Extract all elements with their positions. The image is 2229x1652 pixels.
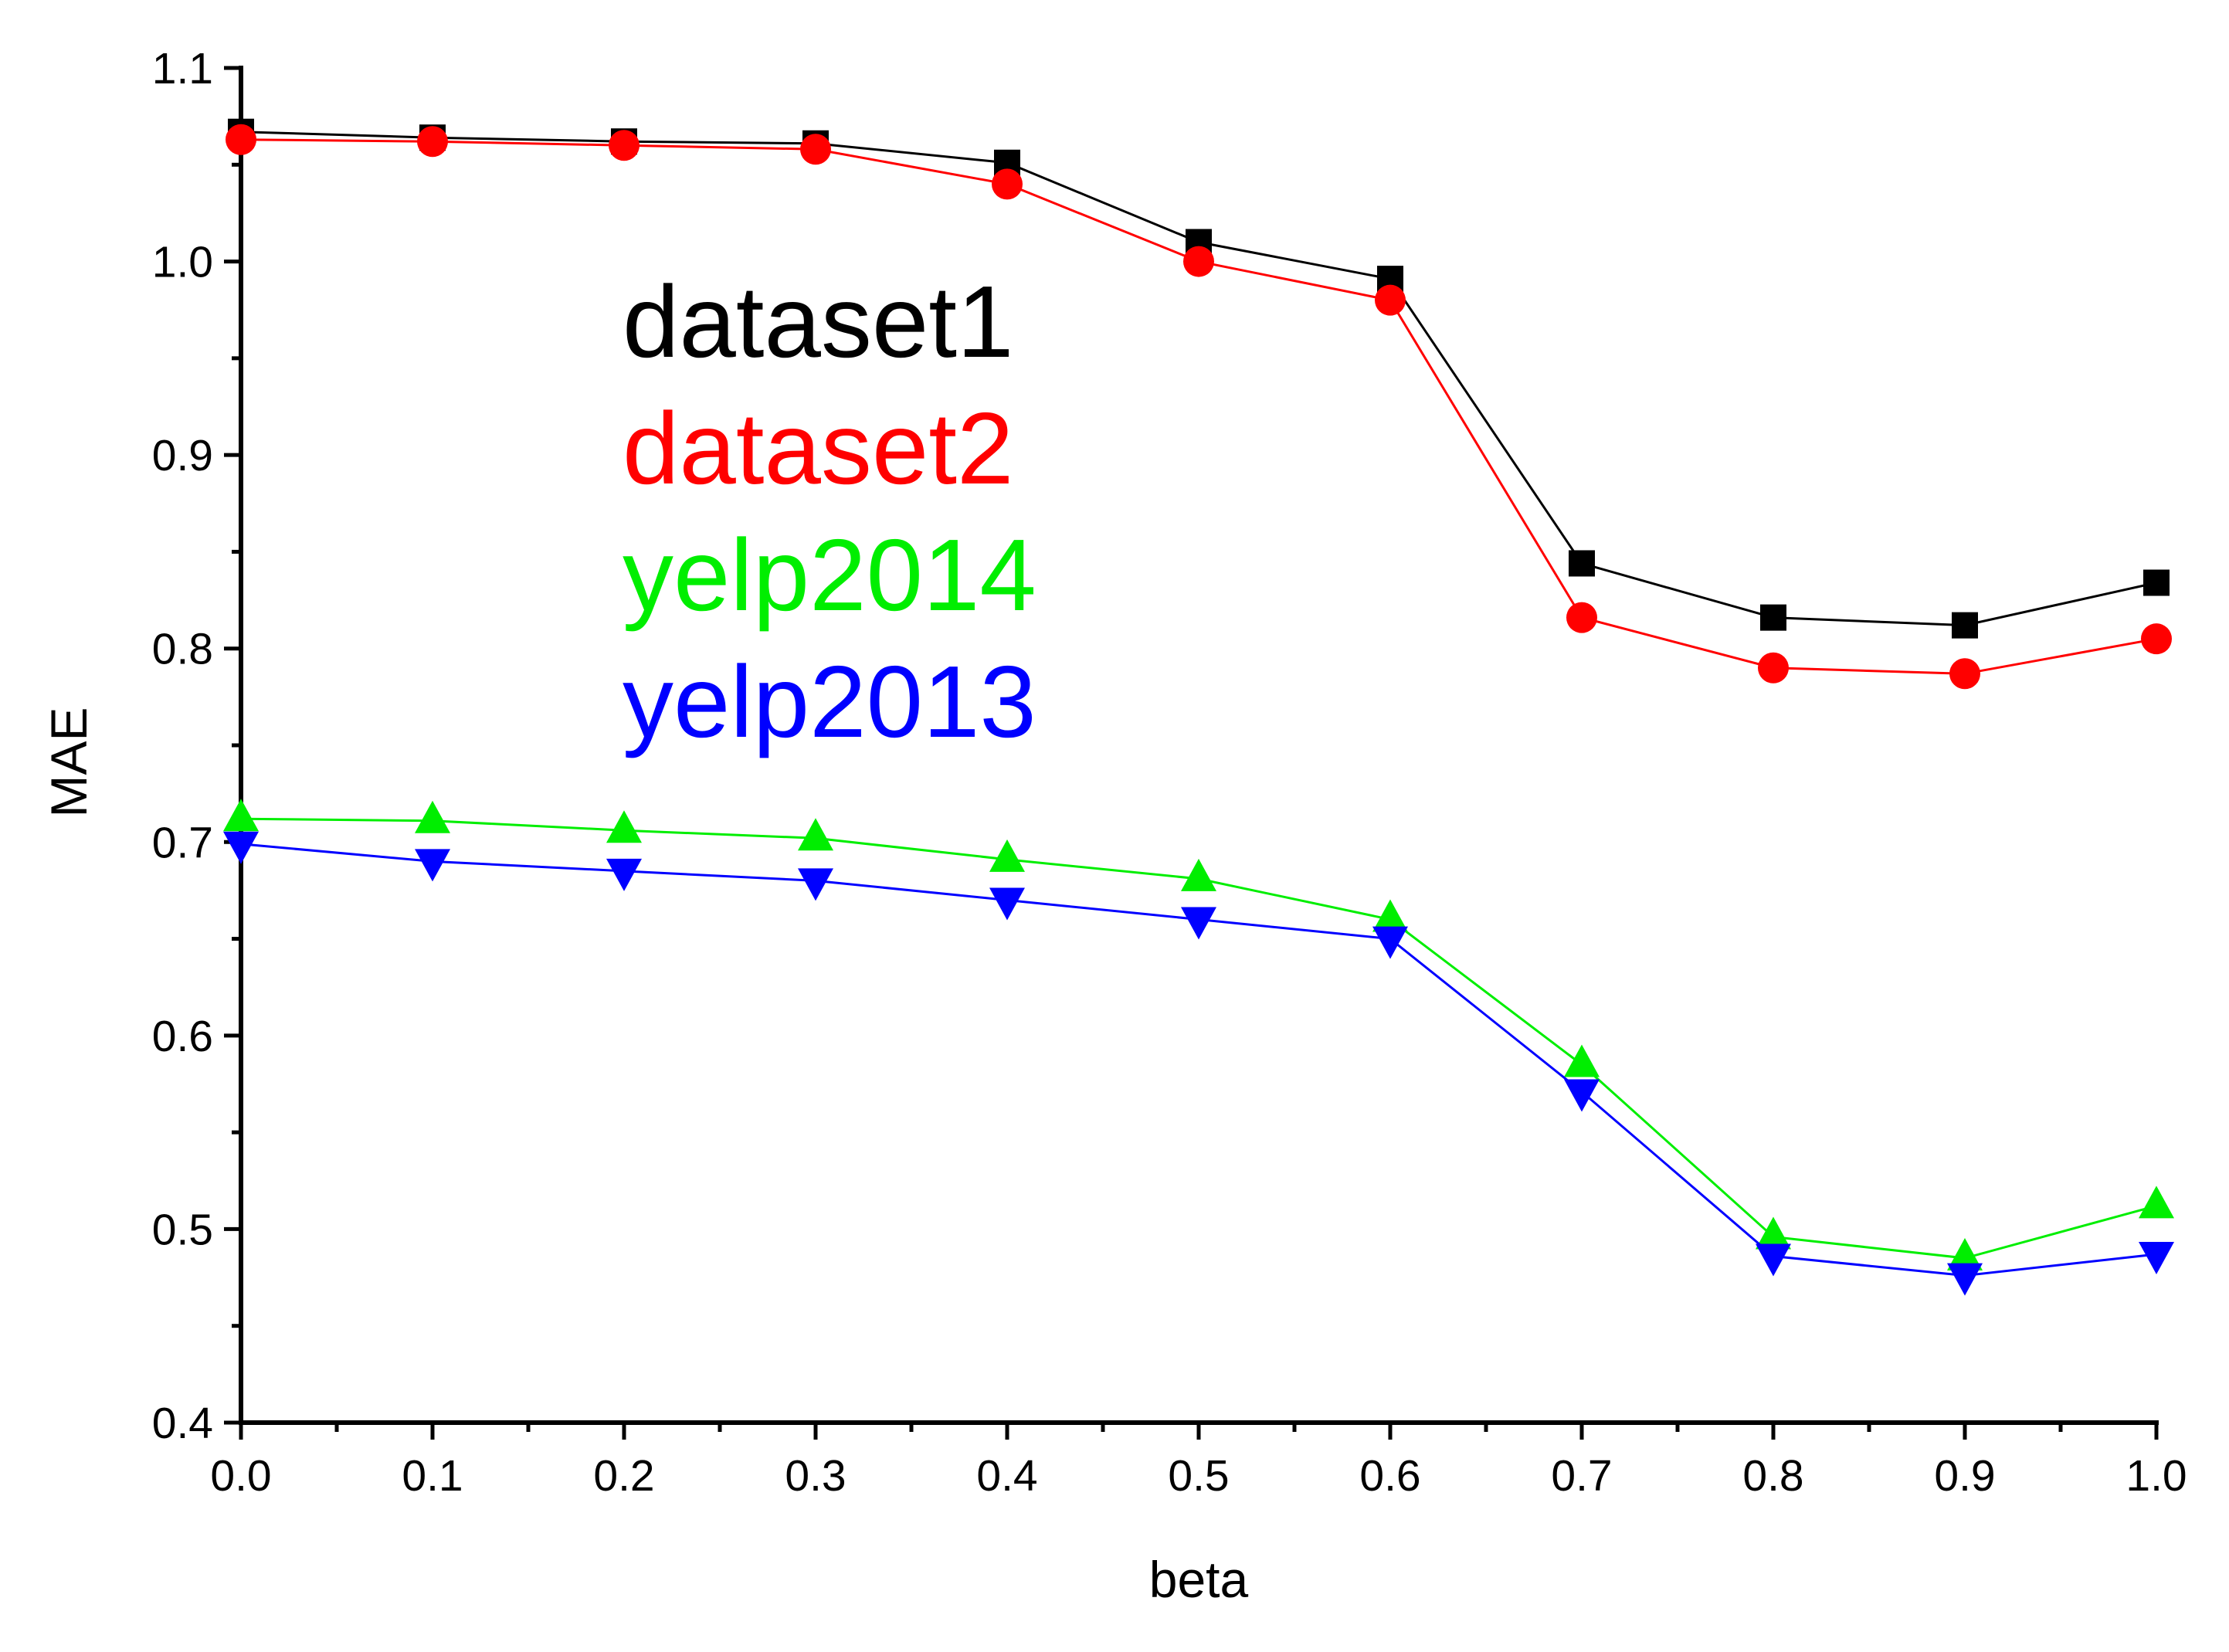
data-point-dataset2 (1183, 246, 1214, 277)
x-tick-label: 0.7 (1551, 1451, 1612, 1501)
data-point-dataset2 (992, 168, 1023, 199)
x-tick-label: 0.4 (976, 1451, 1037, 1501)
legend: dataset1 dataset2 yelp2014 yelp2013 (623, 265, 1036, 758)
data-point-dataset2 (417, 126, 448, 157)
chart-figure: 0.0 0.1 0.2 0.3 0.4 0.5 0.6 0.7 0.8 0.9 1.0 0.4 0.5 0… (0, 0, 2229, 1652)
data-point-dataset1 (1760, 605, 1786, 631)
data-point-yelp2013 (798, 868, 833, 901)
data-point-yelp2013 (1947, 1264, 1983, 1296)
data-point-yelp2013 (1372, 927, 1408, 959)
data-point-dataset2 (609, 130, 640, 161)
data-point-yelp2014 (989, 840, 1025, 872)
y-tick-label: 0.6 (152, 1012, 213, 1061)
x-axis-title: beta (1149, 1551, 1249, 1608)
y-tick-label: 0.4 (152, 1399, 213, 1448)
legend-entry-yelp2014: yelp2014 (623, 518, 1036, 632)
data-point-yelp2014 (223, 799, 259, 831)
x-tick-label: 0.1 (402, 1451, 463, 1501)
data-point-yelp2013 (1756, 1244, 1791, 1277)
data-point-dataset1 (1952, 612, 1978, 639)
x-tick-label: 0.5 (1168, 1451, 1229, 1501)
data-point-yelp2014 (606, 810, 642, 843)
data-point-dataset2 (1375, 285, 1406, 316)
x-tick-label: 0.0 (210, 1451, 271, 1501)
y-tick-label: 0.9 (152, 431, 213, 480)
mae-vs-beta-line-chart: 0.0 0.1 0.2 0.3 0.4 0.5 0.6 0.7 0.8 0.9 1.0 0.4 0.5 0… (0, 0, 2229, 1652)
data-point-dataset2 (1566, 602, 1597, 633)
x-tick-label: 0.9 (1934, 1451, 1995, 1501)
data-point-dataset2 (2141, 623, 2172, 654)
y-tick-label: 0.7 (152, 818, 213, 867)
y-tick-label: 0.5 (152, 1205, 213, 1254)
y-tick-label: 0.8 (152, 625, 213, 674)
data-point-dataset1 (1569, 550, 1595, 576)
data-point-dataset2 (800, 134, 831, 165)
legend-entry-dataset1: dataset1 (623, 265, 1013, 378)
data-point-yelp2014 (798, 818, 833, 850)
series-line-dataset2 (241, 140, 2156, 674)
series-line-dataset1 (241, 132, 2156, 626)
data-point-yelp2013 (415, 849, 450, 881)
data-point-yelp2013 (989, 887, 1025, 920)
data-point-yelp2013 (223, 832, 259, 864)
data-point-yelp2013 (1564, 1080, 1600, 1112)
data-point-dataset2 (1758, 653, 1789, 684)
x-tick-label: 1.0 (2126, 1451, 2187, 1501)
data-point-yelp2014 (1564, 1044, 1600, 1077)
x-tick-label: 0.2 (593, 1451, 654, 1501)
series-plot-area (223, 119, 2174, 1296)
legend-entry-yelp2013: yelp2013 (623, 645, 1036, 758)
data-point-dataset1 (2143, 570, 2170, 596)
x-tick-label: 0.8 (1742, 1451, 1803, 1501)
data-point-yelp2013 (2139, 1242, 2174, 1274)
data-point-dataset2 (1949, 658, 1980, 689)
x-tick-label: 0.3 (785, 1451, 846, 1501)
legend-entry-dataset2: dataset2 (623, 392, 1013, 505)
y-tick-label: 1.0 (152, 238, 213, 287)
data-point-yelp2013 (1181, 907, 1216, 940)
y-tick-label: 1.1 (152, 44, 213, 93)
data-point-yelp2014 (1181, 859, 1216, 891)
x-tick-label: 0.6 (1359, 1451, 1420, 1501)
data-point-yelp2014 (2139, 1186, 2174, 1218)
data-point-yelp2014 (415, 801, 450, 833)
y-axis-title: MAE (40, 707, 97, 817)
data-point-yelp2013 (606, 859, 642, 891)
axis-ticks: 0.0 0.1 0.2 0.3 0.4 0.5 0.6 0.7 0.8 0.9 1.0 0.4 0.5 0… (152, 44, 2187, 1501)
data-point-dataset2 (226, 124, 256, 155)
